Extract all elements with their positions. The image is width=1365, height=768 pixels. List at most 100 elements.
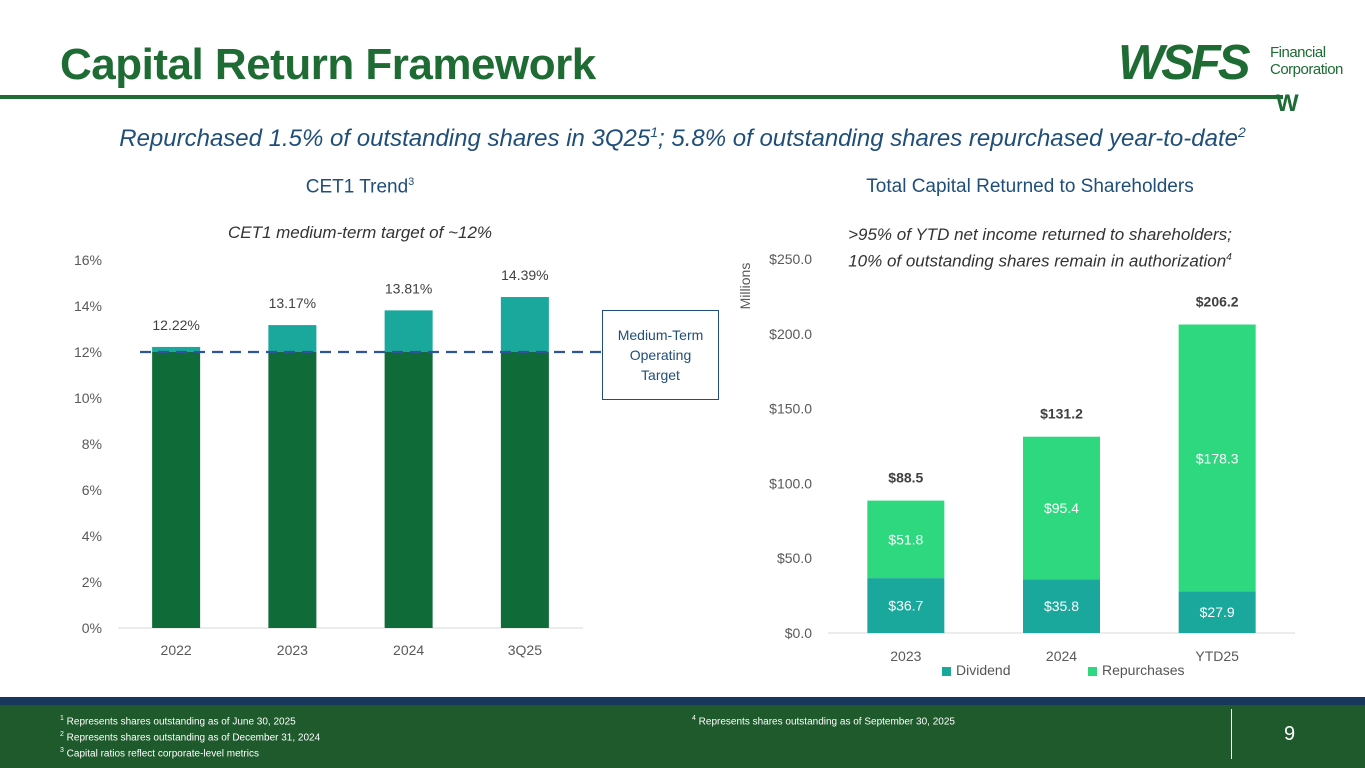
slide-subtitle: Repurchased 1.5% of outstanding shares i… [0, 124, 1365, 153]
footnote-1: 1 Represents shares outstanding as of Ju… [60, 711, 296, 730]
cet1-bar-above-target [152, 346, 201, 352]
footnote-2-text: Represents shares outstanding as of Dece… [63, 732, 321, 744]
page-title: Capital Return Framework [60, 40, 596, 89]
footnote-3-text: Capital ratios reflect corporate-level m… [63, 748, 259, 760]
footnote-2: 2 Represents shares outstanding as of De… [60, 727, 320, 746]
cet1-x-tick-label: 2022 [161, 642, 192, 658]
logo-wordmark: WSFS [1118, 36, 1251, 90]
cet1-chart-note: CET1 medium-term target of ~12% [227, 223, 493, 242]
capital-return-note-line1: >95% of YTD net income returned to share… [848, 225, 1232, 244]
cet1-data-label: 12.22% [152, 317, 199, 333]
capital-x-tick-label: YTD25 [1195, 648, 1239, 664]
logo-subtext-line2: Corporation [1270, 61, 1343, 78]
target-label-line2: Operating [629, 347, 692, 363]
legend-label-dividend: Dividend [956, 662, 1011, 678]
capital-x-tick-label: 2023 [890, 648, 921, 664]
legend-swatch-dividend [942, 666, 951, 676]
cet1-y-tick-label: 10% [74, 390, 102, 406]
capital-return-chart-title: Total Capital Returned to Shareholders [866, 176, 1194, 197]
title-divider [0, 95, 1283, 99]
capital-total-label: $131.2 [1040, 406, 1083, 422]
subtitle-part2: ; 5.8% of outstanding shares repurchased… [658, 125, 1238, 152]
capital-y-tick-label: $100.0 [769, 475, 812, 491]
capital-y-tick-label: $250.0 [769, 251, 812, 267]
capital-segment-label: $95.4 [1044, 500, 1079, 516]
cet1-y-tick-label: 14% [74, 298, 102, 314]
target-label-line1: Medium-Term [617, 327, 704, 343]
footnote-1-text: Represents shares outstanding as of June… [63, 716, 296, 728]
cet1-y-tick-label: 12% [74, 344, 102, 360]
legend-item-repurchases: Repurchases [1088, 662, 1185, 678]
capital-segment-label: $35.8 [1044, 598, 1079, 614]
cet1-chart-title-sup: 3 [408, 176, 415, 188]
capital-y-axis-label: Millions [737, 263, 753, 310]
capital-y-tick-label: $0.0 [785, 625, 812, 641]
legend-item-dividend: Dividend [942, 662, 1010, 678]
capital-x-tick-label: 2024 [1046, 648, 1077, 664]
logo-mark-icon: W [1276, 90, 1299, 117]
footer: 1 Represents shares outstanding as of Ju… [0, 705, 1365, 768]
cet1-y-tick-label: 0% [82, 620, 102, 636]
subtitle-sup1: 1 [650, 124, 659, 140]
capital-segment-label: $51.8 [888, 531, 923, 547]
capital-return-chart-note: >95% of YTD net income returned to share… [780, 223, 1300, 273]
target-label-line3: Target [641, 367, 680, 383]
cet1-x-tick-label: 3Q25 [508, 642, 542, 658]
cet1-y-tick-label: 16% [74, 252, 102, 268]
cet1-bar-above-target [268, 325, 317, 352]
cet1-bar-base [268, 352, 317, 628]
company-logo: WSFS Financial Corporation W [1118, 36, 1358, 117]
target-label-box: Medium-Term Operating Target [602, 310, 719, 400]
capital-y-tick-label: $200.0 [769, 326, 812, 342]
legend-label-repurchases: Repurchases [1102, 662, 1185, 678]
cet1-data-label: 14.39% [501, 267, 548, 283]
logo-subtext-line1: Financial [1270, 44, 1326, 61]
cet1-y-tick-label: 4% [82, 528, 102, 544]
cet1-chart-title-text: CET1 Trend [305, 176, 409, 198]
cet1-bar-above-target [500, 297, 549, 352]
capital-total-label: $206.2 [1196, 294, 1239, 310]
cet1-y-tick-label: 8% [82, 436, 102, 452]
legend-swatch-repurchases [1088, 666, 1097, 676]
cet1-y-tick-label: 2% [82, 574, 102, 590]
capital-segment-label: $36.7 [888, 598, 923, 614]
footnote-3-sup: 3 [60, 747, 64, 754]
capital-return-note-line2: 10% of outstanding shares remain in auth… [780, 246, 1300, 273]
cet1-data-label: 13.81% [385, 280, 432, 296]
subtitle-sup2: 2 [1237, 124, 1246, 140]
cet1-bar-base [152, 352, 201, 628]
capital-bar-repurchases [1023, 436, 1100, 580]
page-number: 9 [1284, 723, 1296, 745]
capital-y-tick-label: $150.0 [769, 401, 812, 417]
capital-y-tick-label: $50.0 [777, 550, 812, 566]
cet1-y-tick-label: 6% [82, 482, 102, 498]
cet1-chart-title: CET1 Trend3 [200, 176, 520, 198]
capital-bar-repurchases [867, 500, 945, 579]
cet1-x-tick-label: 2023 [277, 642, 308, 658]
cet1-x-tick-label: 2024 [393, 642, 424, 658]
footer-stripe [0, 697, 1365, 705]
capital-return-note-sup: 4 [1226, 252, 1232, 263]
capital-segment-label: $27.9 [1200, 604, 1235, 620]
subtitle-part1: Repurchased 1.5% of outstanding shares i… [119, 125, 651, 152]
capital-segment-label: $178.3 [1196, 451, 1239, 467]
cet1-data-label: 13.17% [269, 295, 316, 311]
capital-bar-dividend [1023, 579, 1100, 633]
capital-total-label: $88.5 [888, 470, 923, 486]
footnote-2-sup: 2 [60, 731, 64, 738]
footer-divider [1231, 709, 1232, 759]
cet1-bar-base [500, 352, 549, 628]
capital-bar-dividend [1178, 591, 1256, 633]
footnote-4-text: Represents shares outstanding as of Sept… [695, 716, 955, 728]
footnote-1-sup: 1 [60, 715, 64, 722]
cet1-bar-base [384, 352, 433, 628]
cet1-bar-above-target [384, 310, 433, 352]
footnote-3: 3 Capital ratios reflect corporate-level… [60, 743, 259, 762]
capital-bar-repurchases [1178, 324, 1256, 592]
logo-subtext: Financial Corporation [1270, 44, 1343, 78]
capital-bar-dividend [867, 578, 945, 633]
footnote-4: 4 Represents shares outstanding as of Se… [692, 711, 955, 730]
footnote-4-sup: 4 [692, 715, 696, 722]
capital-return-note-line2-text: 10% of outstanding shares remain in auth… [848, 251, 1227, 271]
